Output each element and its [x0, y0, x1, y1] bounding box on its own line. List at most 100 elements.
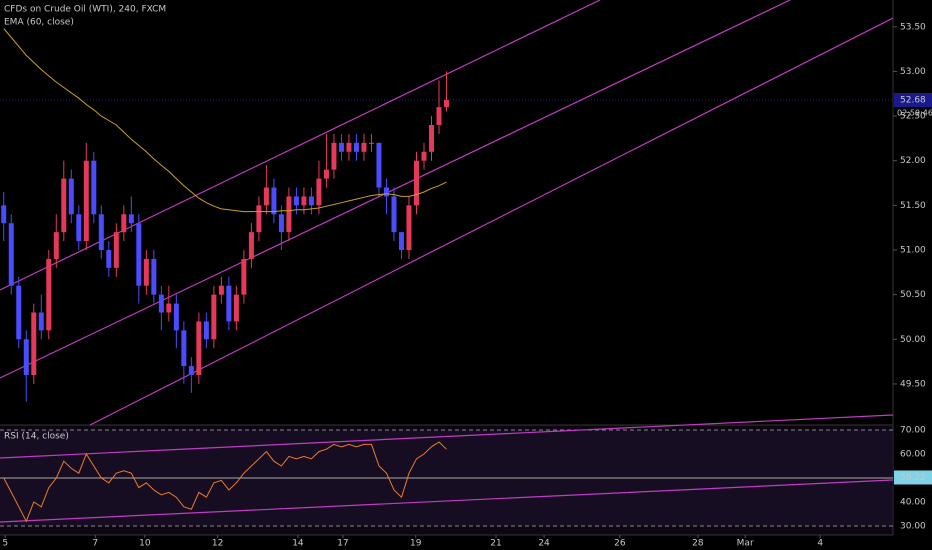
rsi-last-label: 50.22	[900, 473, 926, 483]
candle-body	[173, 303, 179, 331]
candle-body	[31, 312, 37, 375]
y-tick-label: 52.50	[900, 112, 926, 122]
candle-body	[413, 160, 419, 206]
candle-body	[158, 294, 164, 313]
layer: 49.50 50.00 50.50 51.00 51.50 52.00 52.50 53.00…	[1, 22, 932, 549]
x-tick-label: Mar	[737, 539, 754, 549]
ema-line	[3, 28, 447, 213]
x-tick-label: 19	[410, 539, 422, 549]
candle-body	[136, 223, 142, 286]
candle-body	[361, 142, 367, 152]
candle-body	[211, 294, 217, 340]
candle-body	[38, 312, 44, 331]
candle-body	[398, 232, 404, 250]
candle-body	[241, 258, 247, 295]
layer	[0, 26, 897, 538]
candle-body	[271, 187, 277, 215]
candle-body	[436, 107, 442, 125]
x-tick-label: 21	[490, 539, 501, 549]
candle-body	[331, 142, 337, 170]
candle-body	[113, 232, 119, 268]
rsi-trend-line	[0, 479, 894, 523]
y-tick-label: 52.00	[900, 156, 926, 166]
rsi-line	[3, 441, 447, 523]
y-tick-label: 51.00	[900, 246, 926, 256]
candle-body	[391, 196, 397, 233]
y-tick-label: 49.50	[900, 379, 926, 389]
candle-body	[421, 151, 427, 161]
x-tick-label: 12	[212, 539, 223, 549]
candle-body	[368, 142, 374, 144]
candle-body	[106, 250, 112, 268]
candle-body	[91, 160, 97, 215]
candle-body	[218, 285, 224, 295]
candle-body	[256, 205, 262, 233]
candle-body	[151, 258, 157, 295]
x-tick-label: 7	[92, 539, 98, 549]
rsi-trend-line	[0, 414, 894, 459]
candle-body	[383, 187, 389, 197]
candle-body	[1, 205, 7, 224]
candle-body	[188, 366, 194, 375]
rsi-last-box	[894, 470, 932, 485]
x-tick-label: 26	[614, 539, 626, 549]
candle-body	[121, 214, 127, 233]
candle-body	[226, 285, 232, 322]
candle-body	[353, 142, 359, 152]
candle-body	[128, 214, 134, 224]
x-tick-label: 28	[692, 539, 704, 549]
candle-body	[23, 339, 29, 375]
rsi-tick-label: 30.00	[900, 522, 926, 532]
rsi-tick-label: 70.00	[900, 426, 926, 436]
candle-body	[166, 303, 172, 313]
rsi-tick-label: 40.00	[900, 498, 926, 508]
candle-body	[16, 285, 22, 340]
x-tick-label: 10	[139, 539, 151, 549]
candle-body	[263, 187, 269, 206]
candle-body	[316, 178, 322, 206]
x-tick-label: 4	[817, 539, 823, 549]
candle-body	[233, 294, 239, 322]
ema-legend: EMA (60, close)	[4, 18, 74, 28]
rsi-tick-label: 60.00	[900, 450, 926, 460]
candle-body	[98, 214, 104, 250]
x-tick-label: 5	[2, 539, 8, 549]
candle-body	[406, 205, 412, 250]
candle-body	[278, 214, 284, 233]
y-tick-label: 53.00	[900, 67, 926, 77]
candle-body	[338, 142, 344, 152]
last-price-box	[894, 93, 932, 107]
candle-body	[286, 196, 292, 233]
candle-body	[293, 196, 299, 206]
candle-body	[181, 330, 187, 367]
candle-body	[428, 125, 434, 152]
candle-body	[143, 258, 149, 286]
y-tick-label: 50.00	[900, 335, 926, 345]
x-tick-label: 24	[538, 539, 550, 549]
candle-body	[83, 160, 89, 242]
rsi-legend: RSI (14, close)	[4, 432, 69, 442]
candle-body	[248, 232, 254, 259]
candle-body	[68, 178, 74, 215]
candle-body	[346, 142, 352, 152]
x-tick-label: 17	[337, 539, 348, 549]
candle-body	[196, 321, 202, 375]
x-tick-label: 14	[292, 539, 304, 549]
candle-body	[444, 100, 449, 108]
candle-body	[53, 232, 59, 259]
candle-body	[76, 214, 82, 242]
candle-body	[376, 142, 382, 188]
channel-line	[89, 17, 894, 426]
candle-body	[308, 196, 314, 206]
y-tick-label: 50.50	[900, 290, 926, 300]
y-tick-label: 51.50	[900, 201, 926, 211]
channel-line	[0, 0, 791, 379]
chart-title: CFDs on Crude Oil (WTI), 240, FXCM	[4, 5, 166, 15]
last-price-label: 52.68	[900, 96, 926, 106]
candle-body	[323, 169, 329, 179]
candle-body	[61, 178, 67, 233]
candle-body	[46, 258, 52, 331]
candle-body	[203, 321, 209, 340]
candle-body	[8, 223, 14, 286]
